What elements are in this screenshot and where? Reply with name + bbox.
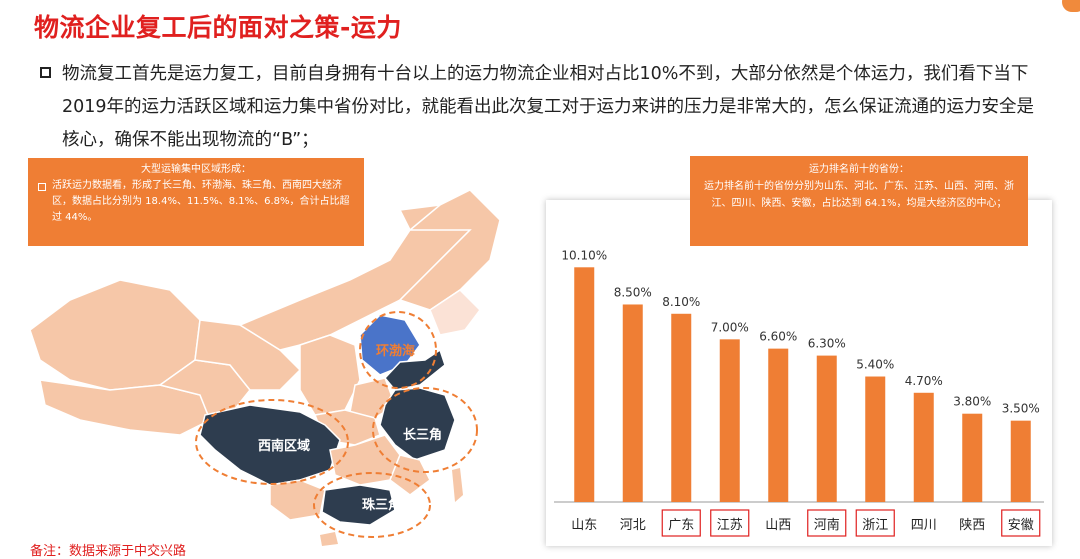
map-region-huanbohai [359, 314, 421, 376]
data-label: 6.60% [759, 330, 797, 344]
map-region-guangxi [269, 479, 326, 521]
bullet-square-icon [38, 183, 46, 191]
map-region-xizang [39, 379, 211, 436]
bar-陕西 [962, 413, 983, 502]
highlight-box-安徽 [1001, 509, 1041, 537]
map-region-liaoning [429, 289, 481, 336]
page-title: 物流企业复工后的面对之策-运力 [34, 13, 402, 42]
tick-label: 陕西 [959, 518, 985, 533]
province-info-box: 运力排名前十的省份： 运力排名前十的省份分别为山东、河北、广东、江苏、山西、河南… [690, 156, 1028, 246]
footnote: 备注：数据来源于中交兴路 [30, 544, 187, 559]
map-region-xinan [199, 404, 341, 486]
region-info-heading: 大型运输集中区域形成： [141, 164, 251, 175]
map-label-huanbohai: 环渤海 [376, 344, 416, 359]
highlight-box-河南 [807, 509, 847, 537]
bullet-square-icon [40, 67, 51, 78]
data-label: 6.30% [808, 337, 846, 351]
map-region-changsanjiao [379, 387, 456, 461]
tick-label: 浙江 [862, 518, 888, 533]
data-label: 8.50% [614, 285, 652, 299]
data-label: 3.80% [953, 395, 991, 409]
bar-山西 [768, 348, 789, 502]
data-label: 4.70% [905, 374, 943, 388]
map-region-fujian [389, 454, 431, 496]
highlight-box-广东 [661, 509, 701, 537]
circle-changsanjiao [372, 387, 478, 473]
data-label: 3.50% [1002, 402, 1040, 416]
bar-浙江 [865, 376, 886, 502]
tick-label: 山东 [571, 518, 597, 533]
map-region-zhusanjiao [321, 484, 396, 526]
province-info-body: 运力排名前十的省份分别为山东、河北、广东、江苏、山西、河南、浙江、四川、陕西、安… [704, 181, 1014, 209]
data-label: 10.10% [561, 248, 607, 262]
highlight-box-江苏 [710, 509, 750, 537]
bar-广东 [671, 313, 692, 502]
map-label-zhusanjiao: 珠三角 [362, 498, 402, 513]
circle-xinan [195, 399, 349, 485]
bar-山东 [574, 267, 595, 502]
intro-text: 物流复工首先是运力复工，目前自身拥有十台以上的运力物流企业相对占比10%不到，大… [62, 64, 1035, 150]
map-label-xinan: 西南区域 [258, 439, 311, 454]
circle-zhusanjiao [313, 472, 431, 538]
bar-chart: 10.10% 山东 8.50% 河北 8.10% 广东 7.00% 江苏 6.60% 山西 6.30… [554, 248, 1044, 537]
china-map [29, 189, 501, 546]
intro-paragraph: 物流复工首先是运力复工，目前自身拥有十台以上的运力物流企业相对占比10%不到，大… [40, 58, 1050, 157]
bar-江苏 [719, 339, 740, 502]
region-info-body: 活跃运力数据看，形成了长三角、环渤海、珠三角、西南四大经济区，数据占比分别为 1… [52, 180, 350, 223]
tick-label: 河北 [620, 518, 646, 533]
corner-decoration [1062, 0, 1080, 12]
region-info-box: 大型运输集中区域形成： 活跃运力数据看，形成了长三角、环渤海、珠三角、西南四大经… [28, 158, 364, 246]
bar-河北 [622, 304, 643, 502]
highlight-box-浙江 [855, 509, 895, 537]
tick-label: 山西 [765, 518, 791, 533]
bar-安徽 [1010, 420, 1031, 502]
circle-huanbohai [359, 311, 437, 389]
tick-label: 江苏 [717, 517, 743, 533]
tick-label: 四川 [911, 518, 937, 533]
map-region-taiwan [452, 468, 463, 502]
map-label-changsanjiao: 长三角 [403, 428, 443, 443]
tick-label: 安徽 [1008, 518, 1034, 533]
data-label: 8.10% [662, 295, 700, 309]
tick-label: 河南 [814, 517, 840, 533]
data-label: 7.00% [711, 320, 749, 334]
map-region-xinjiang [29, 279, 201, 391]
bar-河南 [816, 355, 837, 502]
data-label: 5.40% [856, 358, 894, 372]
map-region-hainan [320, 532, 338, 546]
bar-四川 [913, 392, 934, 502]
province-info-heading: 运力排名前十的省份： [809, 164, 909, 175]
tick-label: 广东 [668, 518, 694, 533]
